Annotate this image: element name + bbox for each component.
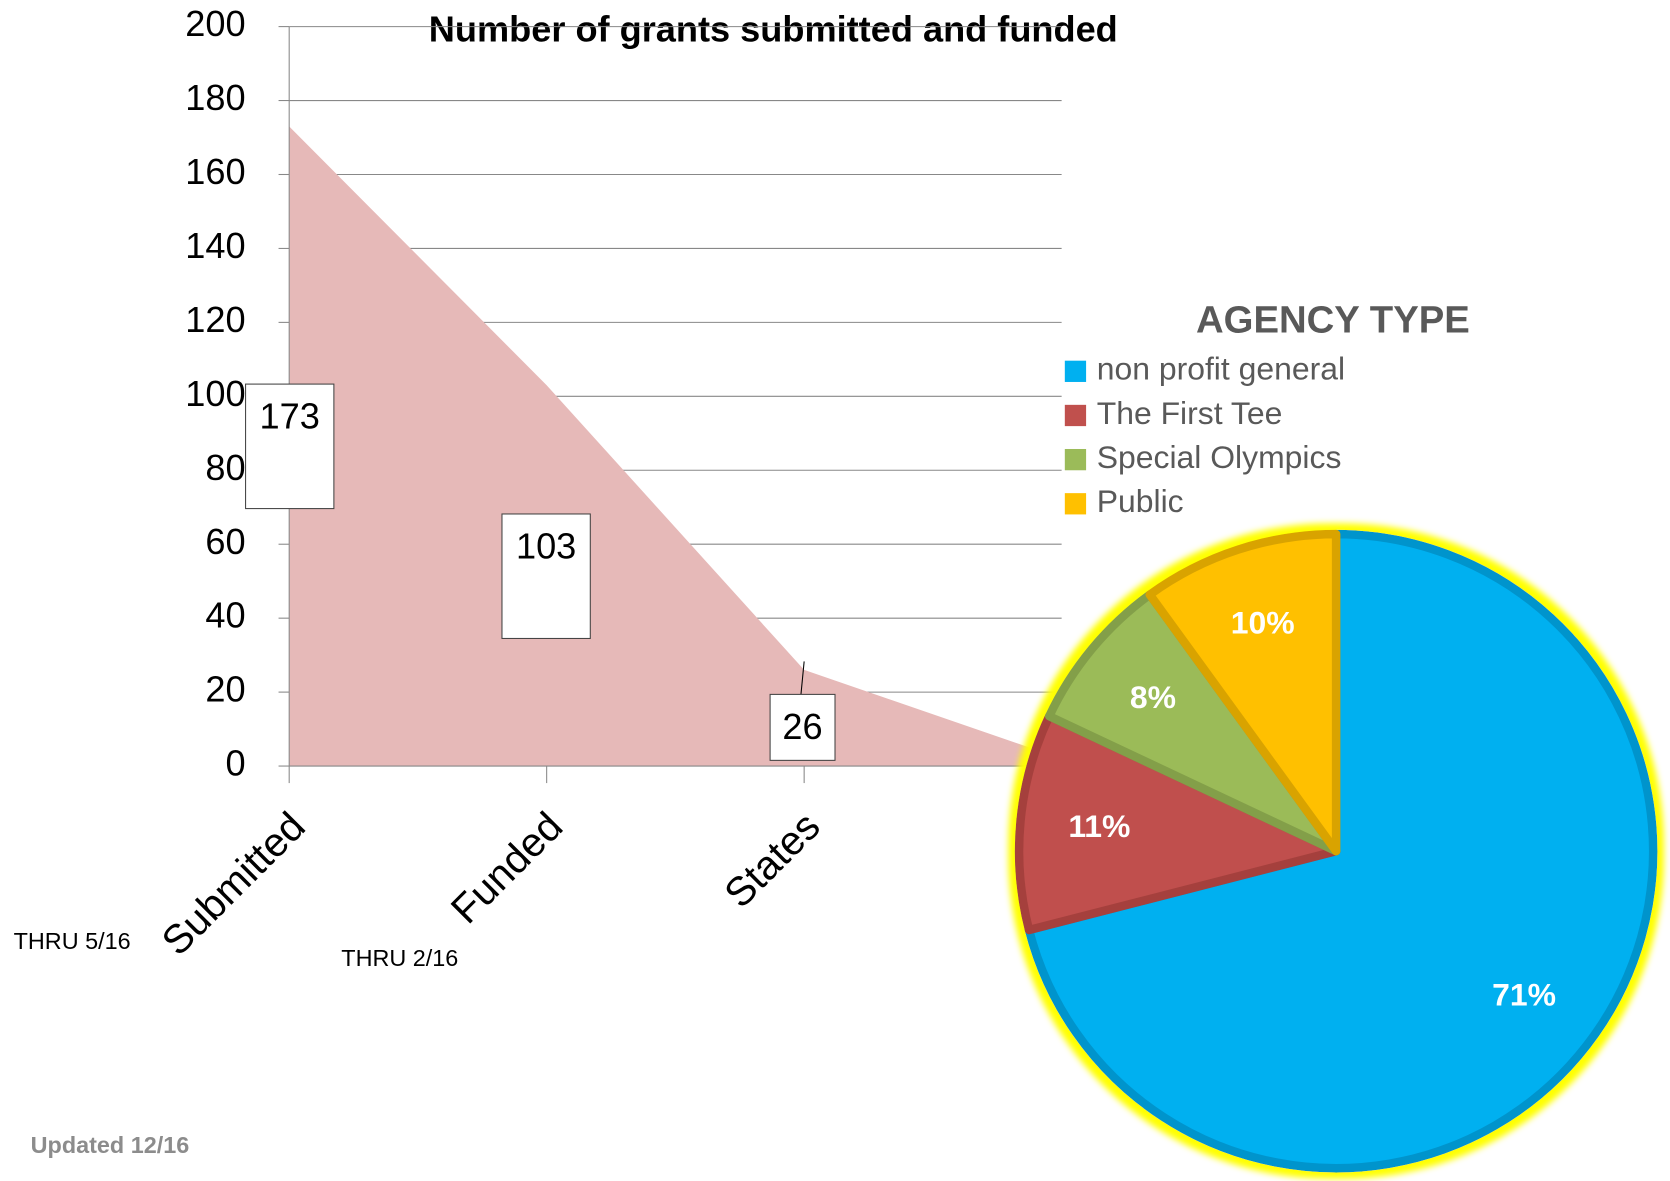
pie-slice: [1145, 529, 1341, 856]
x-tick-label: States: [715, 803, 829, 917]
data-label-box: [245, 383, 335, 510]
pie-slice: [1024, 529, 1658, 1173]
annotation: Updated 12/16: [31, 1132, 190, 1158]
legend-swatch: [1064, 360, 1087, 382]
x-tick-label: Funded: [442, 803, 571, 932]
slice-label: 8%: [1130, 679, 1176, 715]
data-label: 173: [260, 396, 320, 437]
y-tick-label: 160: [185, 151, 245, 192]
pie-slice: [1044, 590, 1341, 856]
slice-label: 10%: [1231, 604, 1295, 640]
y-tick-label: 140: [185, 225, 245, 266]
y-tick-label: 20: [205, 669, 245, 710]
y-tick-label: 60: [205, 521, 245, 562]
legend-swatch: [1064, 448, 1087, 471]
legend-label: The First Tee: [1097, 395, 1283, 431]
legend-swatch: [1064, 404, 1087, 427]
y-tick-label: 40: [205, 595, 245, 636]
legend-swatch: [1064, 493, 1087, 515]
annotation: THRU 5/16: [14, 928, 131, 954]
y-tick-label: 100: [185, 373, 245, 414]
data-label-box: [769, 693, 836, 761]
legend-label: Public: [1097, 483, 1184, 519]
slice-label: 11%: [1068, 808, 1130, 844]
y-tick-label: 0: [225, 743, 245, 784]
area: [289, 126, 1062, 767]
y-tick-label: 180: [185, 77, 245, 118]
leader-line: [800, 661, 805, 695]
legend-label: non profit general: [1097, 351, 1345, 387]
data-label: 26: [782, 706, 822, 747]
data-label: 103: [516, 526, 576, 567]
x-tick-label: Submitted: [153, 803, 314, 964]
chart-title: Number of grants submitted and funded: [429, 8, 1118, 49]
pie-slice: [1014, 711, 1341, 935]
y-tick-label: 80: [205, 447, 245, 488]
annotation: THRU 2/16: [341, 945, 458, 971]
data-label-box: [501, 513, 591, 639]
legend-label: Special Olympics: [1097, 439, 1342, 475]
y-tick-label: 120: [185, 299, 245, 340]
slice-label: 71%: [1492, 976, 1556, 1012]
y-tick-label: 200: [185, 3, 245, 44]
pie-title: AGENCY TYPE: [1196, 299, 1470, 342]
pie: [1014, 529, 1658, 1173]
